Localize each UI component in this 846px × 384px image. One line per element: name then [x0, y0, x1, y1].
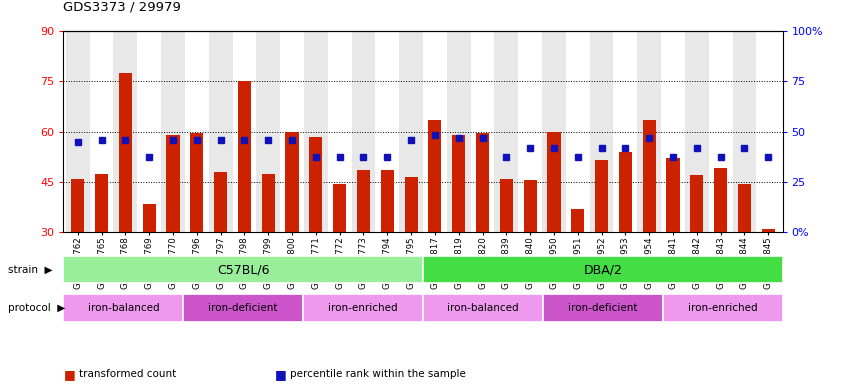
Bar [310, 137, 322, 232]
Bar [566, 31, 590, 232]
Text: ■: ■ [275, 368, 287, 381]
Bar [113, 31, 137, 232]
Bar [667, 158, 679, 232]
Bar [543, 295, 662, 322]
Bar [399, 31, 423, 232]
Bar [637, 31, 661, 232]
Bar [470, 31, 494, 232]
Bar [447, 31, 470, 232]
Bar [685, 31, 709, 232]
Bar [190, 133, 203, 232]
Bar [423, 256, 783, 283]
Bar [519, 31, 542, 232]
Bar [756, 31, 780, 232]
Bar [709, 31, 733, 232]
Bar [90, 31, 113, 232]
Text: GDS3373 / 29979: GDS3373 / 29979 [63, 0, 181, 13]
Bar [71, 179, 85, 232]
Bar [571, 209, 585, 232]
Bar [542, 31, 566, 232]
Bar [357, 170, 370, 232]
Bar [643, 120, 656, 232]
Bar [618, 152, 632, 232]
Bar [494, 31, 519, 232]
Text: protocol  ▶: protocol ▶ [8, 303, 66, 313]
Bar [613, 31, 637, 232]
Bar [376, 31, 399, 232]
Text: C57BL/6: C57BL/6 [217, 263, 270, 276]
Bar [304, 31, 327, 232]
Bar [184, 295, 303, 322]
Bar [256, 31, 280, 232]
Bar [63, 295, 184, 322]
Bar [524, 180, 536, 232]
Bar [63, 256, 423, 283]
Text: transformed count: transformed count [79, 369, 176, 379]
Bar [280, 31, 304, 232]
Bar [595, 160, 608, 232]
Bar [209, 31, 233, 232]
Bar [352, 31, 376, 232]
Bar [661, 31, 685, 232]
Bar [333, 184, 346, 232]
Bar [185, 31, 209, 232]
Bar [327, 31, 352, 232]
Bar [690, 175, 703, 232]
Bar [303, 295, 423, 322]
Bar [137, 31, 161, 232]
Bar [662, 295, 783, 322]
Bar [714, 169, 728, 232]
Text: strain  ▶: strain ▶ [8, 265, 53, 275]
Bar [500, 179, 513, 232]
Text: DBA/2: DBA/2 [584, 263, 622, 276]
Bar [285, 131, 299, 232]
Bar [214, 172, 228, 232]
Bar [761, 229, 775, 232]
Bar [381, 170, 394, 232]
Bar [118, 73, 132, 232]
Bar [161, 31, 185, 232]
Bar [95, 174, 108, 232]
Bar [738, 184, 751, 232]
Text: iron-enriched: iron-enriched [688, 303, 757, 313]
Bar [423, 295, 543, 322]
Bar [423, 31, 447, 232]
Text: percentile rank within the sample: percentile rank within the sample [290, 369, 466, 379]
Bar [476, 133, 489, 232]
Text: iron-deficient: iron-deficient [208, 303, 278, 313]
Bar [66, 31, 90, 232]
Bar [261, 174, 275, 232]
Bar [590, 31, 613, 232]
Bar [452, 135, 465, 232]
Bar [404, 177, 418, 232]
Text: iron-enriched: iron-enriched [328, 303, 398, 313]
Text: iron-balanced: iron-balanced [88, 303, 159, 313]
Text: iron-deficient: iron-deficient [568, 303, 638, 313]
Bar [143, 204, 156, 232]
Bar [167, 135, 179, 232]
Bar [238, 81, 251, 232]
Bar [428, 120, 442, 232]
Bar [733, 31, 756, 232]
Bar [547, 131, 561, 232]
Text: iron-balanced: iron-balanced [448, 303, 519, 313]
Bar [233, 31, 256, 232]
Text: ■: ■ [63, 368, 75, 381]
